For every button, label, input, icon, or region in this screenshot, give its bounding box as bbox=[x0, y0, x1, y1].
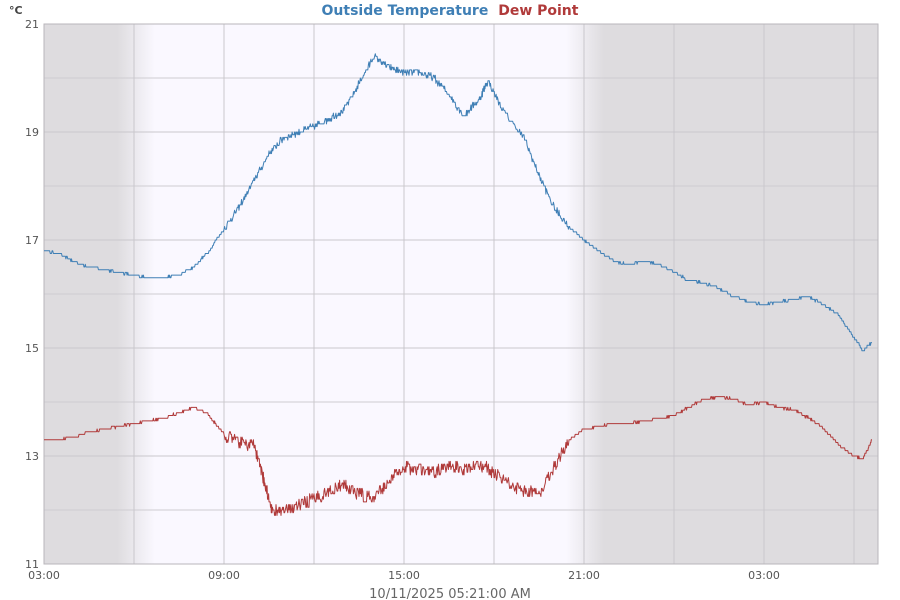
chart-footer-timestamp: 10/11/2025 05:21:00 AM bbox=[369, 587, 531, 600]
chart-title: Outside Temperature Dew Point bbox=[322, 3, 579, 19]
series-lines bbox=[44, 53, 873, 516]
y-tick-label: 15 bbox=[25, 342, 39, 355]
x-tick-label: 21:00 bbox=[568, 569, 600, 582]
y-tick-label: 19 bbox=[25, 126, 39, 139]
axis-ticks: 11 13 15 17 19 21 03:00 09:00 15:00 21:00 03:00 bbox=[25, 18, 780, 582]
x-tick-label: 03:00 bbox=[748, 569, 780, 582]
y-tick-label: 21 bbox=[25, 18, 39, 31]
series-line-dew-point bbox=[44, 396, 873, 516]
y-tick-label: 11 bbox=[25, 558, 39, 571]
title-dew-point: Dew Point bbox=[498, 3, 579, 19]
series-line-outside-temperature bbox=[44, 53, 873, 352]
x-tick-label: 15:00 bbox=[388, 569, 420, 582]
x-tick-label: 09:00 bbox=[208, 569, 240, 582]
title-outside-temperature: Outside Temperature bbox=[322, 3, 489, 19]
y-axis-unit-label: °C bbox=[9, 4, 23, 17]
x-tick-label: 03:00 bbox=[28, 569, 60, 582]
y-tick-label: 17 bbox=[25, 234, 39, 247]
y-tick-label: 13 bbox=[25, 450, 39, 463]
plot-border bbox=[43, 23, 879, 565]
